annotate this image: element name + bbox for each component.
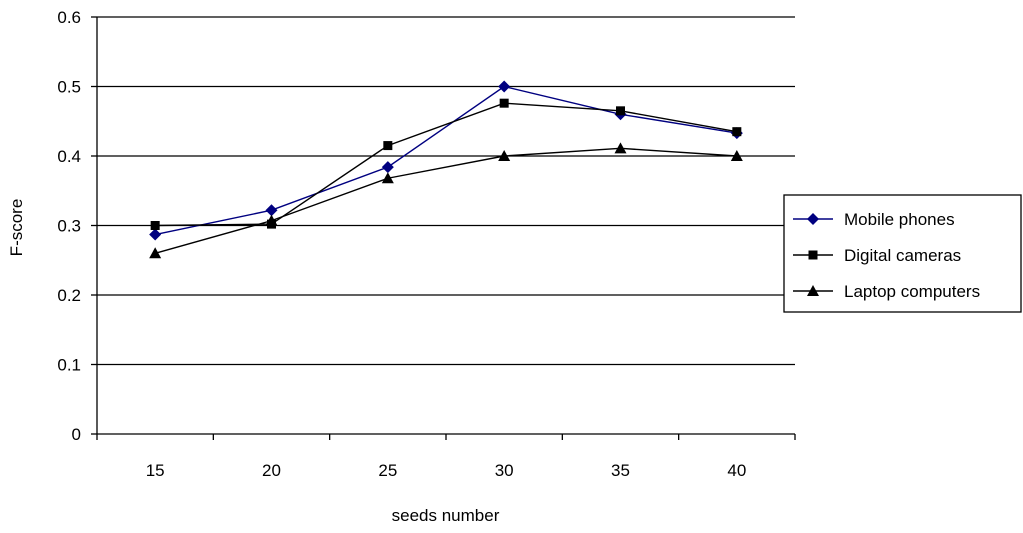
data-point bbox=[730, 150, 743, 161]
data-point bbox=[614, 142, 627, 154]
legend-label: Laptop computers bbox=[844, 282, 980, 301]
gridlines bbox=[97, 16, 795, 366]
legend: Mobile phones Digital cameras Laptop compu… bbox=[783, 194, 1022, 313]
data-point bbox=[381, 161, 394, 174]
series-lines bbox=[149, 80, 743, 259]
y-tick-label: 0.3 bbox=[57, 217, 81, 236]
data-point bbox=[265, 204, 278, 217]
legend-label: Digital cameras bbox=[844, 246, 961, 265]
data-point bbox=[149, 228, 162, 241]
y-tick-label: 0.4 bbox=[57, 147, 81, 166]
x-axis-title: seeds number bbox=[392, 506, 500, 525]
data-point bbox=[732, 127, 742, 137]
x-tick-label: 20 bbox=[262, 461, 281, 480]
data-point bbox=[499, 98, 509, 108]
x-tick-label: 15 bbox=[146, 461, 165, 480]
series-line-mobile-phones bbox=[155, 85, 737, 236]
axes bbox=[91, 16, 796, 440]
legend-label: Mobile phones bbox=[844, 210, 955, 229]
y-tick-label: 0.6 bbox=[57, 8, 81, 27]
data-point bbox=[265, 214, 278, 226]
series-line-laptop-computers bbox=[154, 147, 737, 254]
y-tick-label: 0.2 bbox=[57, 286, 81, 305]
data-point bbox=[616, 106, 625, 116]
data-point bbox=[383, 141, 393, 151]
data-point bbox=[150, 221, 160, 230]
legend-diamond-marker bbox=[807, 213, 819, 225]
y-tick-label: 0.5 bbox=[57, 78, 81, 97]
x-tick-label: 25 bbox=[378, 461, 397, 480]
data-point bbox=[381, 172, 394, 184]
x-tick-label: 40 bbox=[727, 461, 746, 480]
y-axis-title: F-score bbox=[7, 199, 26, 257]
data-point bbox=[498, 80, 511, 93]
y-tick-label: 0.1 bbox=[57, 356, 81, 375]
data-point bbox=[149, 247, 162, 259]
legend-triangle-marker bbox=[807, 285, 819, 296]
x-tick-label: 30 bbox=[495, 461, 514, 480]
series-line-digital-cameras bbox=[155, 102, 737, 227]
y-tick-label: 0 bbox=[72, 425, 81, 444]
legend-square-marker bbox=[808, 250, 818, 260]
data-point bbox=[498, 150, 511, 161]
x-tick-label: 35 bbox=[611, 461, 630, 480]
legend-box bbox=[783, 194, 1022, 313]
axis-labels: 0 0.1 0.2 0.3 0.4 0.5 0.6 15 20 25 30 35 40 seeds num… bbox=[7, 8, 746, 525]
